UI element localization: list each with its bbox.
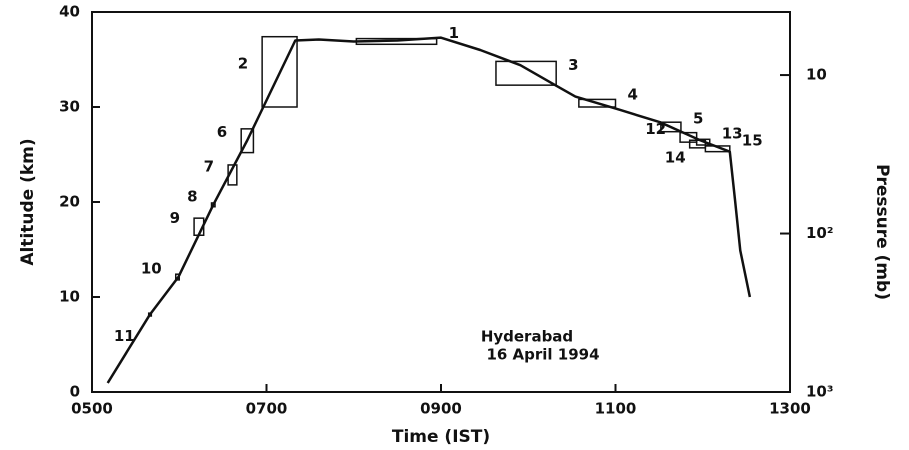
x-tick-label: 0900: [420, 400, 462, 418]
box-label: 7: [204, 157, 214, 175]
annotation: Hyderabad: [481, 328, 573, 346]
y2-tick-label: 10: [806, 66, 827, 84]
y-tick-label: 0: [70, 383, 80, 401]
y2-tick-label: 10³: [806, 383, 833, 401]
box-label: 13: [722, 125, 743, 143]
annotation: 16 April 1994: [486, 346, 599, 364]
y-tick-label: 30: [59, 98, 80, 116]
box-label: 15: [742, 131, 763, 149]
box: [660, 121, 682, 133]
box-label: 6: [217, 123, 227, 141]
x-tick-label: 1100: [595, 400, 637, 418]
x-tick-label: 0500: [71, 400, 113, 418]
y2-axis-title: Pressure (mb): [872, 164, 892, 300]
y-tick-label: 10: [59, 288, 80, 306]
line: [106, 36, 752, 384]
box-label: 5: [693, 109, 703, 127]
box-label: 3: [568, 56, 578, 74]
y2-tick-label: 10²: [806, 224, 833, 242]
y-axis-title: Altitude (km): [18, 138, 38, 265]
box-label: 14: [665, 148, 686, 166]
box-label: 11: [114, 327, 135, 345]
box: [240, 128, 255, 154]
box-label: 12: [645, 120, 666, 138]
y-tick-label: 40: [59, 3, 80, 21]
box: [578, 98, 617, 108]
box-label: 10: [141, 260, 162, 278]
box-label: 8: [187, 187, 197, 205]
box: [261, 35, 298, 108]
box: [695, 138, 711, 146]
y-tick-label: 20: [59, 193, 80, 211]
x-axis-title: Time (IST): [392, 427, 490, 447]
x-tick-label: 1300: [769, 400, 811, 418]
box-label: 4: [628, 86, 638, 104]
box: [495, 60, 557, 86]
box-label: 1: [449, 24, 459, 42]
box-label: 2: [238, 54, 248, 72]
x-tick-label: 0700: [246, 400, 288, 418]
box-label: 9: [170, 209, 180, 227]
